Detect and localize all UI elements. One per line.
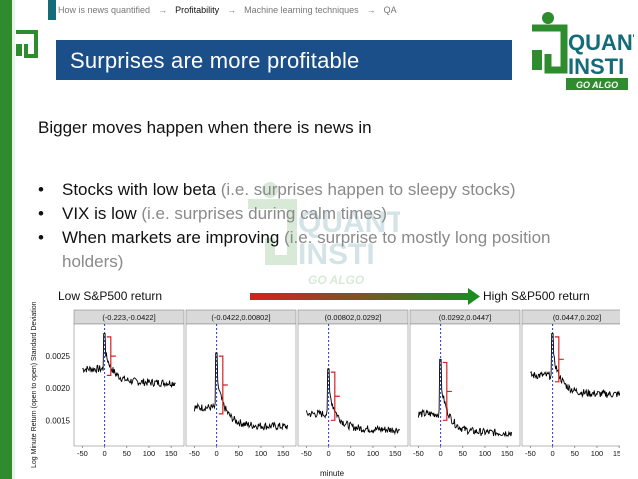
breadcrumb: How is news quantified → Profitability →…: [48, 0, 510, 20]
x-tick-label: 100: [591, 449, 604, 458]
arrow-right-icon: →: [158, 5, 168, 15]
panel-frame: [409, 323, 521, 447]
panel-frame: [185, 323, 297, 447]
x-tick-label: 150: [501, 449, 514, 458]
panels-group: 0.0015 0.0020 0.0025 (-0.223,-0.0422] -50 0 50…: [46, 309, 620, 458]
bullet-note: (i.e. surprises happen to sleepy stocks): [220, 180, 516, 199]
series-line: [530, 333, 620, 398]
left-accent-strip-light: [12, 0, 15, 479]
x-tick-label: -50: [77, 449, 88, 458]
logo-tagline: GO ALGO: [576, 80, 618, 90]
intro-text: Bigger moves happen when there is news i…: [38, 118, 372, 137]
arrow-right-icon: →: [366, 5, 376, 15]
x-tick-label: 150: [613, 449, 620, 458]
bullet-item: • VIX is low (i.e. surprises during calm…: [38, 202, 598, 226]
watermark-line1: QUANT: [298, 206, 400, 239]
x-tick-label: 150: [389, 449, 402, 458]
breadcrumb-accent: [48, 0, 56, 20]
logo-line1: QUANT: [568, 30, 634, 55]
bullet-item: • Stocks with low beta (i.e. surprises h…: [38, 178, 598, 202]
breadcrumb-item-profitability[interactable]: Profitability: [175, 5, 220, 15]
left-accent-strip: [0, 0, 12, 479]
x-tick-label: 50: [459, 449, 467, 458]
title-bar: Surprises are more profitable: [56, 40, 512, 80]
bullet-list: • Stocks with low beta (i.e. surprises h…: [38, 178, 598, 274]
x-axis-label: minute: [320, 469, 345, 476]
y-axis-label: Log Minute Return (open to open) Standar…: [31, 301, 38, 468]
page-title: Surprises are more profitable: [70, 48, 360, 73]
gradient-arrow-bar: [250, 293, 468, 300]
x-tick-label: 100: [143, 449, 156, 458]
breadcrumb-item-news[interactable]: How is news quantified: [58, 5, 151, 15]
x-tick-label: -50: [413, 449, 424, 458]
panel-label: (-0.223,-0.0422]: [102, 313, 155, 322]
x-tick-label: 0: [215, 449, 219, 458]
legend-low-return: Low S&P500 return: [58, 289, 162, 303]
x-tick-label: -50: [525, 449, 536, 458]
panel-label: (0.0292,0.0447]: [439, 313, 492, 322]
bullet-dot: •: [38, 228, 44, 247]
watermark-logo: QUANT INSTI GO ALGO: [248, 182, 400, 287]
watermark-tagline: GO ALGO: [308, 273, 365, 287]
y-tick-label: 0.0015: [46, 416, 71, 425]
bullet-dot: •: [38, 204, 44, 223]
bullet-note: (i.e. surprise to mostly long position h…: [62, 228, 551, 271]
x-tick-label: -50: [189, 449, 200, 458]
difference-bracket: [554, 336, 564, 383]
legend-high-return: High S&P500 return: [483, 289, 590, 303]
panel-frame: [297, 323, 409, 447]
x-tick-label: -50: [301, 449, 312, 458]
bullet-main: VIX is low: [62, 204, 137, 223]
panel-label: (-0.0422,0.00802]: [211, 313, 270, 322]
x-tick-label: 150: [165, 449, 178, 458]
x-tick-label: 50: [347, 449, 355, 458]
series-line: [193, 352, 289, 431]
y-tick-label: 0.0025: [46, 352, 71, 361]
x-tick-label: 0: [103, 449, 107, 458]
panel-label: (0.0447,0.202]: [553, 313, 601, 322]
gradient-arrow-head: [468, 288, 480, 305]
series-line: [305, 368, 400, 436]
square-corner-icon: [16, 30, 38, 58]
x-tick-label: 50: [123, 449, 131, 458]
series-line: [82, 333, 176, 389]
breadcrumb-item-qa[interactable]: QA: [383, 5, 397, 15]
logo-line2: INSTI: [568, 54, 624, 79]
bullet-item: • When markets are improving (i.e. surpr…: [38, 226, 598, 274]
panel-frame: [521, 323, 620, 447]
arrow-right-icon: →: [227, 5, 237, 15]
x-tick-label: 0: [551, 449, 555, 458]
y-tick-label: 0.0020: [46, 384, 71, 393]
difference-bracket: [442, 361, 452, 421]
x-tick-label: 50: [235, 449, 243, 458]
bullet-main: When markets are improving: [62, 228, 280, 247]
watermark-line2: INSTI: [298, 238, 375, 271]
x-tick-label: 150: [277, 449, 290, 458]
bullet-main: Stocks with low beta: [62, 180, 217, 199]
x-tick-label: 0: [439, 449, 443, 458]
x-tick-label: 50: [571, 449, 579, 458]
series-line: [417, 358, 513, 438]
x-tick-label: 0: [327, 449, 331, 458]
difference-bracket: [218, 355, 228, 415]
bullet-note: (i.e. surprises during calm times): [141, 204, 387, 223]
difference-bracket: [106, 336, 116, 376]
x-tick-label: 100: [255, 449, 268, 458]
difference-bracket: [330, 371, 340, 421]
panel-label: (0.00802,0.0292]: [325, 313, 382, 322]
x-tick-label: 100: [479, 449, 492, 458]
volatility-chart: Low S&P500 return High S&P500 return Log…: [31, 288, 620, 476]
x-tick-label: 100: [367, 449, 380, 458]
breadcrumb-item-ml[interactable]: Machine learning techniques: [244, 5, 359, 15]
quantinsti-logo: QUANT INSTI GO ALGO: [532, 12, 634, 90]
bullet-dot: •: [38, 180, 44, 199]
